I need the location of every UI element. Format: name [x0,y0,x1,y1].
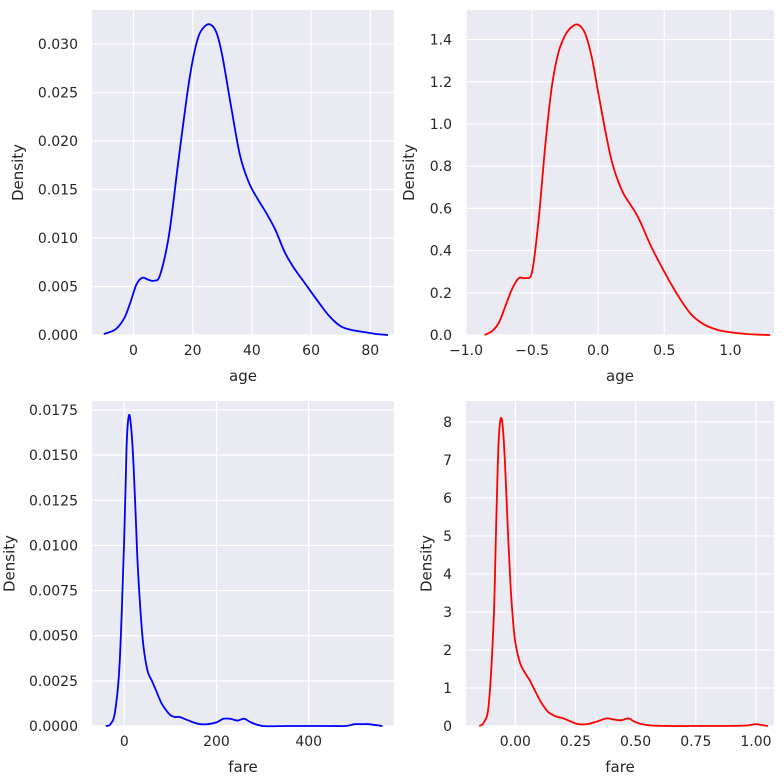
x-tick-label: −0.5 [515,343,549,359]
y-tick-label: 1 [443,681,452,697]
y-tick-label: 1.4 [430,33,452,49]
y-tick-label: 0.0125 [29,493,78,509]
y-tick-label: 0.000 [38,328,78,344]
x-axis-label: age [229,367,257,385]
y-tick-label: 0 [443,719,452,735]
density-curve-1 [478,416,769,727]
x-tick-label: 0.50 [620,734,651,750]
x-tick-label: 1.00 [740,734,771,750]
y-tick-label: 2 [443,643,452,659]
x-tick-label: −1.0 [449,343,483,359]
y-tick-label: 7 [443,453,452,469]
x-tick-label: 400 [295,734,322,750]
y-tick-label: 5 [443,529,452,545]
x-tick-label: 0 [129,343,138,359]
subplot-2: −1.0 −0.5 0.0 0.5 1.0 0.0 0.2 0.4 0.6 0.8 1.0 1.2 1.… [400,10,774,385]
y-tick-label: 0.015 [38,182,78,198]
x-tick-label: 0.25 [560,734,591,750]
y-tick-label: 0.0050 [29,629,78,645]
y-tick-label: 0.0175 [29,403,78,419]
y-tick-label: 0.025 [38,85,78,101]
x-axis-label: age [606,367,634,385]
y-tick-label: 0.4 [430,244,452,260]
y-tick-label: 0.020 [38,134,78,150]
y-tick-label: 4 [443,567,452,583]
y-axis-label: Density [0,535,18,592]
y-tick-label: 8 [443,415,452,431]
y-tick-label: 0.010 [38,231,78,247]
subplot-3: 0 200 400 0.0000 0.0025 0.0050 0.0075 0.0100 0.0… [0,401,394,776]
y-tick-label: 0.0150 [29,448,78,464]
plot-area [466,401,774,726]
x-tick-label: 0.00 [500,734,531,750]
y-tick-label: 1.2 [430,75,452,91]
density-curve-1 [484,23,771,336]
y-tick-label: 0.0075 [29,584,78,600]
y-tick-label: 6 [443,491,452,507]
x-axis-label: fare [228,758,258,776]
density-curve-1 [103,23,389,336]
y-tick-label: 0.2 [430,286,452,302]
x-tick-label: 60 [302,343,320,359]
x-tick-label: 40 [243,343,261,359]
y-axis-label: Density [417,535,435,592]
x-tick-label: 0.0 [587,343,609,359]
y-tick-label: 0.6 [430,201,452,217]
y-tick-label: 0.0100 [29,538,78,554]
subplot-4: 0.00 0.25 0.50 0.75 1.00 0 1 2 3 4 5 6 7 8 fare Density [417,401,774,776]
plot-area [466,10,774,335]
subplot-1: 0 20 40 60 80 0.000 0.005 0.010 0.015 0.020 0.025 0… [9,10,394,385]
y-tick-label: 0.005 [38,279,78,295]
x-tick-label: 0 [120,734,129,750]
density-curve-1 [105,413,383,728]
y-tick-label: 0.030 [38,37,78,53]
y-tick-label: 1.0 [430,117,452,133]
y-tick-label: 0.0025 [29,674,78,690]
x-tick-label: 0.75 [680,734,711,750]
y-tick-label: 0.0000 [29,719,78,735]
x-tick-label: 1.0 [719,343,741,359]
y-tick-label: 3 [443,605,452,621]
x-tick-label: 0.5 [653,343,675,359]
y-tick-label: 0.8 [430,159,452,175]
plot-area [92,10,394,335]
x-tick-label: 20 [184,343,202,359]
y-axis-label: Density [400,144,418,201]
x-axis-label: fare [605,758,635,776]
x-tick-label: 200 [203,734,230,750]
x-tick-label: 80 [361,343,379,359]
y-tick-label: 0.0 [430,328,452,344]
y-axis-label: Density [9,144,27,201]
